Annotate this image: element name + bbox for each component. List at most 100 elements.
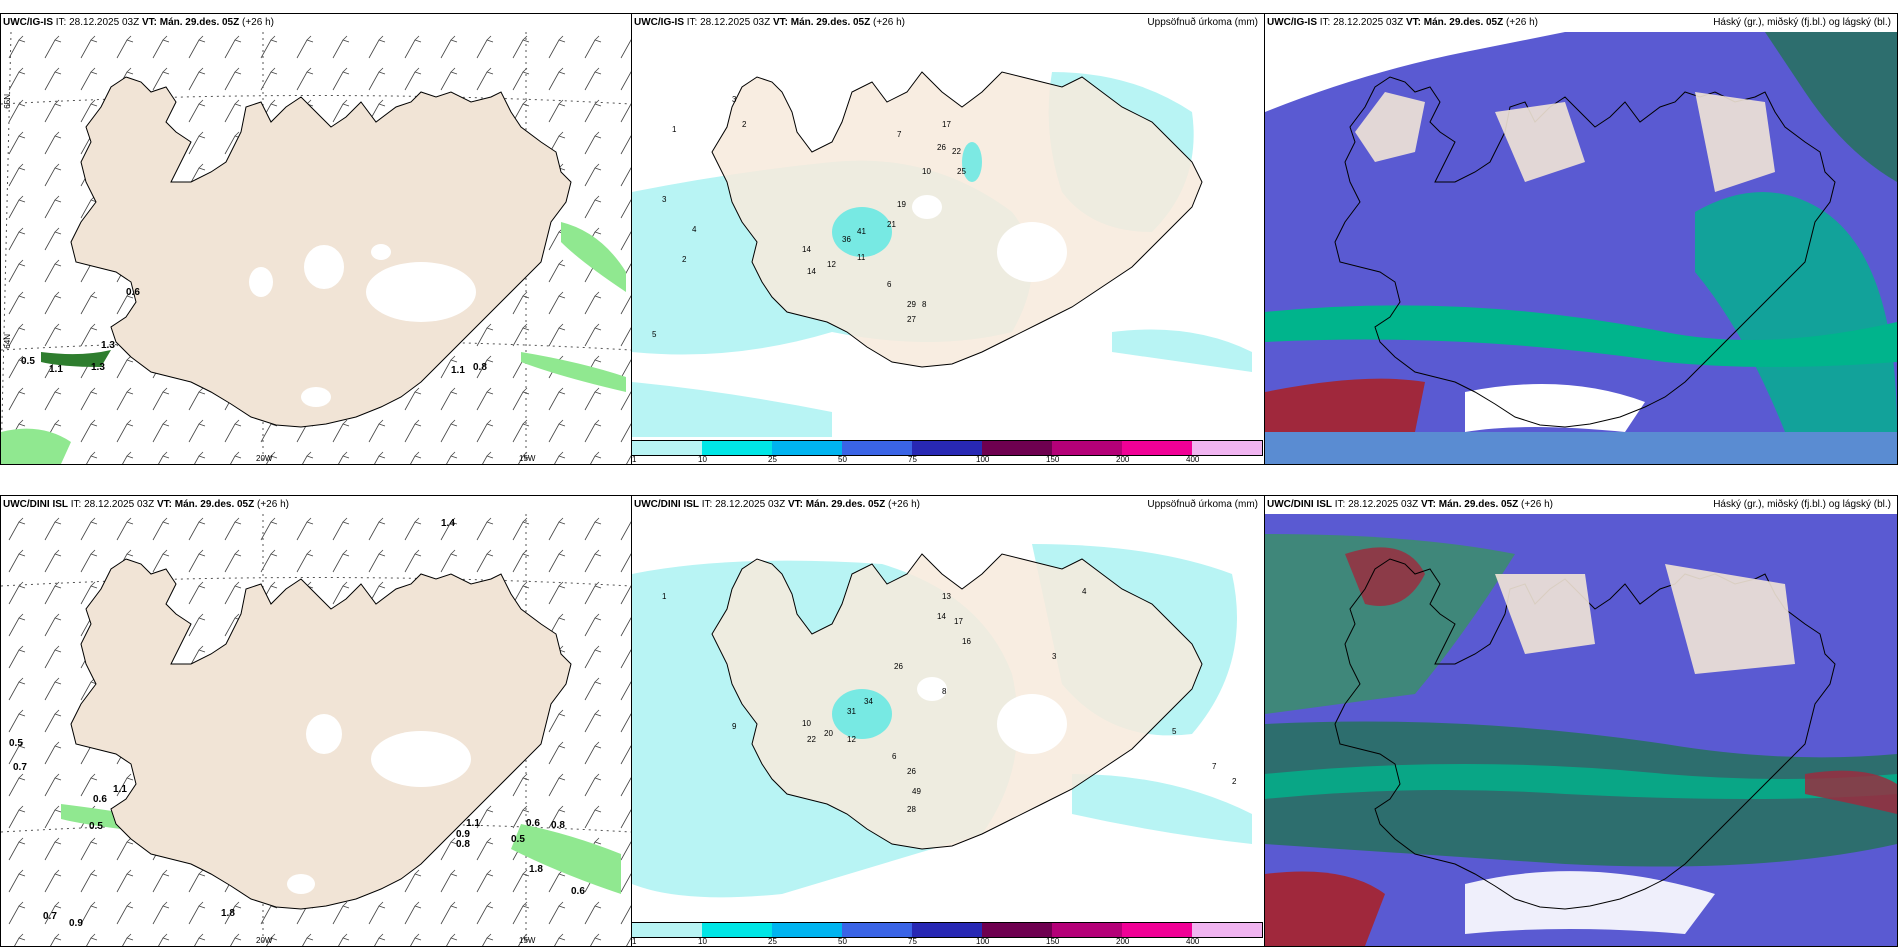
panel-ig-clouds: UWC/IG-IS IT: 28.12.2025 03Z VT: Mán. 29… (1264, 13, 1898, 465)
svg-text:1.8: 1.8 (221, 908, 235, 919)
svg-text:14: 14 (802, 245, 811, 254)
svg-text:0.9: 0.9 (456, 829, 470, 840)
lon-label-20w: 20W (256, 454, 273, 463)
lat-label-65n: 65N (3, 94, 12, 109)
svg-text:0.8: 0.8 (456, 839, 470, 850)
panel-ig-precip: UWC/IG-IS IT: 28.12.2025 03Z VT: Mán. 29… (631, 13, 1265, 465)
precip-colorbar: 1 10 25 50 75 100 150 200 400 (632, 920, 1264, 946)
svg-text:29: 29 (907, 300, 916, 309)
svg-text:27: 27 (907, 315, 916, 324)
svg-text:13: 13 (942, 592, 951, 601)
svg-text:14: 14 (807, 267, 816, 276)
wind-map: 1.4 0.5 0.7 1.1 0.6 0.5 1.1 0.9 0.8 0.6 … (1, 514, 631, 946)
svg-text:22: 22 (807, 735, 816, 744)
svg-text:0.8: 0.8 (473, 362, 487, 373)
panel-header: UWC/DINI ISL IT: 28.12.2025 03Z VT: Mán.… (634, 499, 1258, 510)
svg-text:0.5: 0.5 (511, 834, 525, 845)
panel-header: UWC/DINI ISL IT: 28.12.2025 03Z VT: Mán.… (1267, 499, 1891, 510)
svg-text:25: 25 (957, 167, 966, 176)
svg-text:0.6: 0.6 (93, 794, 107, 805)
wind-map: 0.6 0.5 1.1 1.3 1.3 1.1 0.8 (1, 32, 631, 464)
panel-header: UWC/IG-IS IT: 28.12.2025 03Z VT: Mán. 29… (3, 17, 274, 28)
svg-text:49: 49 (912, 787, 921, 796)
iceland-outline (711, 553, 1203, 850)
precip-map: 1 3 2 17 26 22 25 10 7 19 21 36 41 14 12… (632, 71, 1252, 437)
svg-text:5: 5 (652, 330, 657, 339)
svg-text:2: 2 (742, 120, 747, 129)
svg-text:0.6: 0.6 (571, 886, 585, 897)
iceland-outline (1334, 76, 1836, 428)
svg-text:0.8: 0.8 (551, 820, 565, 831)
svg-text:0.5: 0.5 (9, 738, 23, 749)
svg-text:3: 3 (662, 195, 667, 204)
svg-text:0.7: 0.7 (13, 762, 27, 773)
svg-text:5: 5 (1172, 727, 1177, 736)
svg-text:31: 31 (847, 707, 856, 716)
svg-text:10: 10 (802, 719, 811, 728)
svg-text:0.5: 0.5 (89, 821, 103, 832)
svg-text:17: 17 (954, 617, 963, 626)
svg-text:9: 9 (732, 722, 737, 731)
svg-text:2: 2 (682, 255, 687, 264)
svg-text:22: 22 (952, 147, 961, 156)
svg-text:1.1: 1.1 (49, 364, 63, 375)
svg-text:36: 36 (842, 235, 851, 244)
svg-text:0.6: 0.6 (526, 818, 540, 829)
svg-text:0.9: 0.9 (69, 918, 83, 929)
svg-text:1.1: 1.1 (451, 365, 465, 376)
svg-text:1.8: 1.8 (529, 864, 543, 875)
lon-label-15w: 15W (519, 936, 536, 945)
precip-map: 1 13 14 17 16 26 34 31 22 20 12 10 9 26 … (632, 544, 1252, 898)
svg-text:26: 26 (907, 767, 916, 776)
panel-header: UWC/IG-IS IT: 28.12.2025 03Z VT: Mán. 29… (1267, 17, 1891, 28)
svg-text:12: 12 (827, 260, 836, 269)
svg-text:41: 41 (857, 227, 866, 236)
svg-text:8: 8 (942, 687, 947, 696)
svg-text:16: 16 (962, 637, 971, 646)
svg-text:17: 17 (942, 120, 951, 129)
svg-text:4: 4 (692, 225, 697, 234)
panel-ig-wind: UWC/IG-IS IT: 28.12.2025 03Z VT: Mán. 29… (0, 13, 632, 465)
svg-text:34: 34 (864, 697, 873, 706)
p2-values: 1 3 2 17 26 22 25 10 7 19 21 36 41 14 12… (652, 95, 966, 339)
svg-text:1.4: 1.4 (441, 518, 455, 529)
svg-text:26: 26 (937, 143, 946, 152)
panel-dini-clouds: UWC/DINI ISL IT: 28.12.2025 03Z VT: Mán.… (1264, 495, 1898, 947)
svg-text:26: 26 (894, 662, 903, 671)
svg-text:10: 10 (922, 167, 931, 176)
svg-text:19: 19 (897, 200, 906, 209)
panel-dini-precip: UWC/DINI ISL IT: 28.12.2025 03Z VT: Mán.… (631, 495, 1265, 947)
svg-text:2: 2 (1232, 777, 1237, 786)
svg-text:1.3: 1.3 (101, 340, 115, 351)
svg-text:1: 1 (672, 125, 677, 134)
panel-header: UWC/IG-IS IT: 28.12.2025 03Z VT: Mán. 29… (634, 17, 1258, 28)
cloud-map (1265, 514, 1897, 946)
svg-text:7: 7 (897, 130, 902, 139)
lon-label-20w: 20W (256, 936, 273, 945)
svg-text:1.3: 1.3 (91, 362, 105, 373)
svg-text:3: 3 (732, 95, 737, 104)
svg-text:3: 3 (1052, 652, 1057, 661)
svg-text:4: 4 (1082, 587, 1087, 596)
p5-values: 1 13 14 17 16 26 34 31 22 20 12 10 9 26 … (662, 587, 1237, 814)
precip-colorbar: 1 10 25 50 75 100 150 200 400 (632, 438, 1264, 464)
svg-text:6: 6 (892, 752, 897, 761)
svg-text:20: 20 (824, 729, 833, 738)
cloud-map (1265, 32, 1897, 464)
svg-text:0.6: 0.6 (126, 287, 140, 298)
svg-text:12: 12 (847, 735, 856, 744)
panel-dini-wind: UWC/DINI ISL IT: 28.12.2025 03Z VT: Mán.… (0, 495, 632, 947)
svg-text:7: 7 (1212, 762, 1217, 771)
panel-header: UWC/DINI ISL IT: 28.12.2025 03Z VT: Mán.… (3, 499, 289, 510)
svg-text:11: 11 (857, 253, 866, 262)
svg-text:1.1: 1.1 (113, 784, 127, 795)
lat-label-64n: 64N (3, 334, 12, 349)
svg-text:0.7: 0.7 (43, 911, 57, 922)
svg-text:21: 21 (887, 220, 896, 229)
iceland-outline (711, 71, 1203, 368)
svg-text:6: 6 (887, 280, 892, 289)
p1-values: 0.6 0.5 1.1 1.3 1.3 1.1 0.8 (21, 287, 487, 376)
svg-text:1: 1 (662, 592, 667, 601)
svg-text:8: 8 (922, 300, 927, 309)
svg-text:14: 14 (937, 612, 946, 621)
